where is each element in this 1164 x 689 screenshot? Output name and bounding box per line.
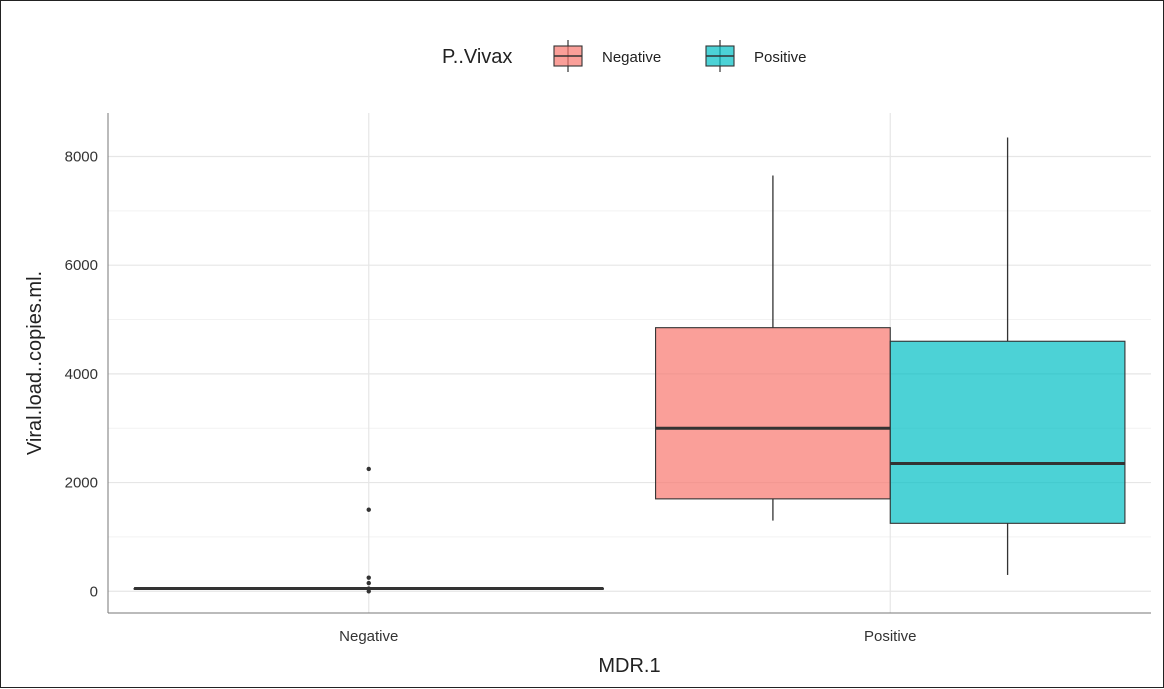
y-tick-label: 8000 xyxy=(65,148,98,165)
y-axis-title: Viral.load..copies.ml. xyxy=(24,271,46,455)
legend-label: Positive xyxy=(754,49,807,66)
box-negative xyxy=(133,466,604,594)
box-positive-negative xyxy=(655,175,891,521)
box-positive-positive xyxy=(889,137,1126,575)
y-tick-label: 4000 xyxy=(65,366,98,383)
legend-item-negative: Negative xyxy=(553,40,661,72)
legend-item-positive: Positive xyxy=(705,40,807,72)
box-body xyxy=(655,327,891,500)
grid-layer xyxy=(108,113,1151,613)
y-tick-label: 6000 xyxy=(65,257,98,274)
x-axis-title: MDR.1 xyxy=(598,655,660,677)
y-tick-label: 2000 xyxy=(65,475,98,492)
outlier-point xyxy=(366,466,371,472)
legend-label: Negative xyxy=(602,49,661,66)
outlier-point xyxy=(366,507,371,512)
x-tick-label: Positive xyxy=(864,628,917,645)
y-tick-label: 0 xyxy=(90,583,98,600)
outlier-point xyxy=(366,575,371,580)
legend-title: P..Vivax xyxy=(442,46,512,68)
box-layer xyxy=(133,137,1126,594)
box-body xyxy=(889,340,1126,524)
outlier-point xyxy=(366,580,371,586)
legend: P..Vivax Negative Positive xyxy=(442,40,807,72)
x-tick-label: Negative xyxy=(339,628,398,645)
outlier-point xyxy=(366,589,371,594)
axis-layer: 0 2000 4000 6000 8000 Negative Positive MDR.1 Vi… xyxy=(24,113,1151,677)
